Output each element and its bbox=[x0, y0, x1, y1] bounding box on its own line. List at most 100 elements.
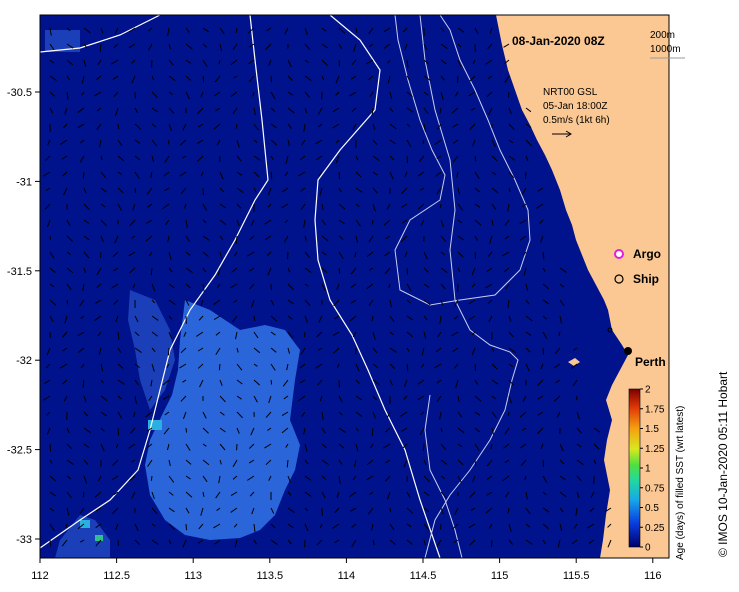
current-vector bbox=[185, 27, 190, 33]
current-vector bbox=[542, 459, 545, 467]
current-vector bbox=[248, 59, 255, 65]
current-vector bbox=[66, 443, 73, 450]
current-vector bbox=[99, 43, 102, 52]
current-vector bbox=[168, 251, 172, 260]
current-vector bbox=[134, 539, 141, 546]
current-vector bbox=[82, 283, 85, 291]
current-vector bbox=[491, 155, 498, 162]
current-vector bbox=[166, 363, 170, 369]
current-vector bbox=[436, 539, 442, 548]
current-vector bbox=[44, 203, 51, 210]
current-vector bbox=[168, 123, 173, 132]
current-vector bbox=[471, 283, 476, 288]
current-vector bbox=[420, 363, 425, 368]
argo-marker-icon bbox=[614, 249, 624, 259]
current-vector bbox=[453, 539, 459, 543]
current-vector bbox=[474, 203, 481, 208]
current-vector bbox=[168, 475, 175, 483]
current-vector bbox=[559, 459, 565, 465]
sst-south-patch bbox=[55, 515, 110, 558]
current-vector bbox=[540, 235, 544, 243]
current-vector bbox=[423, 299, 431, 306]
current-vector bbox=[250, 427, 255, 436]
current-vector bbox=[539, 219, 544, 225]
current-vector bbox=[491, 139, 496, 147]
current-vector bbox=[576, 443, 582, 448]
current-vector bbox=[457, 427, 465, 434]
current-vector bbox=[236, 379, 243, 385]
current-vector bbox=[389, 523, 395, 531]
current-vector bbox=[100, 427, 105, 432]
current-vector bbox=[96, 283, 102, 289]
current-vector bbox=[401, 235, 408, 243]
current-vector bbox=[148, 43, 153, 51]
current-vector bbox=[185, 443, 191, 451]
current-vector bbox=[406, 347, 410, 352]
current-vector bbox=[386, 203, 391, 210]
current-vector bbox=[266, 27, 272, 32]
current-vector bbox=[283, 395, 289, 400]
current-vector bbox=[287, 507, 295, 513]
current-vector bbox=[282, 379, 289, 387]
current-vector bbox=[542, 347, 545, 355]
current-vector bbox=[230, 507, 238, 513]
current-vector bbox=[593, 443, 600, 450]
current-vector bbox=[180, 347, 187, 354]
current-vector bbox=[168, 507, 175, 513]
current-vector bbox=[354, 459, 357, 468]
current-vector bbox=[49, 443, 52, 452]
current-vector bbox=[486, 91, 493, 98]
current-vector bbox=[79, 507, 85, 515]
current-vector bbox=[508, 155, 516, 161]
current-vector bbox=[300, 155, 306, 160]
current-vector bbox=[321, 203, 324, 211]
current-vector bbox=[202, 443, 207, 447]
current-vector bbox=[355, 443, 359, 452]
current-vector bbox=[151, 507, 158, 515]
current-vector bbox=[439, 523, 442, 530]
current-vector bbox=[83, 59, 87, 67]
current-vector bbox=[321, 75, 325, 81]
current-vector bbox=[202, 283, 205, 292]
current-vector bbox=[385, 427, 391, 433]
current-vector bbox=[572, 379, 578, 387]
current-vector bbox=[49, 91, 55, 97]
current-vector bbox=[77, 347, 85, 353]
current-vector bbox=[504, 459, 510, 463]
current-vector bbox=[388, 283, 391, 289]
current-vector bbox=[472, 475, 476, 483]
current-vector bbox=[163, 171, 170, 177]
current-vector bbox=[367, 459, 374, 465]
current-vector bbox=[219, 411, 225, 416]
current-vector bbox=[60, 139, 68, 145]
current-vector bbox=[404, 379, 408, 387]
current-vector bbox=[474, 27, 479, 35]
current-vector bbox=[299, 363, 306, 369]
current-vector bbox=[215, 347, 221, 356]
current-vector bbox=[167, 235, 170, 243]
current-vector bbox=[100, 203, 106, 208]
current-vector bbox=[151, 523, 156, 527]
current-vector bbox=[369, 91, 374, 97]
current-vector bbox=[316, 155, 323, 161]
current-vector bbox=[507, 411, 510, 417]
current-vector bbox=[66, 475, 71, 480]
current-vector bbox=[355, 379, 360, 384]
current-vector bbox=[557, 539, 561, 548]
product-label: NRT00 GSL bbox=[543, 87, 598, 98]
current-vector bbox=[281, 187, 289, 193]
current-vector bbox=[352, 475, 357, 481]
current-vector bbox=[284, 27, 289, 35]
current-vector bbox=[253, 187, 257, 193]
current-vector bbox=[95, 539, 102, 547]
current-vector bbox=[537, 395, 544, 400]
x-axis: 112 112.5 113 113.5 114 114.5 115 115.5 116 bbox=[31, 558, 662, 582]
legend-argo: Argo bbox=[633, 247, 661, 261]
current-vector bbox=[197, 363, 204, 369]
ship-marker-icon bbox=[614, 274, 624, 284]
current-vector bbox=[372, 539, 375, 546]
current-vector bbox=[542, 331, 548, 340]
current-vector bbox=[486, 491, 493, 496]
current-vector bbox=[590, 491, 595, 499]
current-vector bbox=[301, 139, 306, 146]
